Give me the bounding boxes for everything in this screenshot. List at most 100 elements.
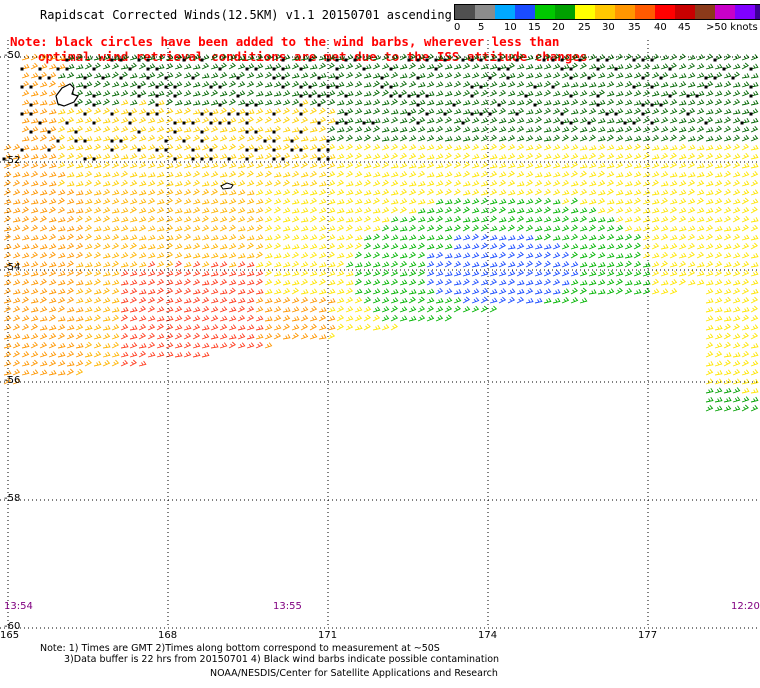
wind-barb [417,279,426,286]
wind-barb [111,324,120,331]
wind-barb [516,81,525,88]
wind-barb [273,332,282,340]
wind-barb [174,171,183,178]
wind-barb [237,242,246,250]
wind-barb [111,287,120,295]
wind-barb [120,262,129,268]
wind-barb [84,90,93,97]
wind-barb [138,90,147,97]
wind-barb [228,334,237,340]
wind-barb [192,270,201,277]
wind-barb [21,323,30,331]
wind-barb [606,162,615,169]
wind-barb [705,80,714,88]
wind-barb [534,108,543,115]
wind-barb [750,206,758,214]
wind-barb [381,198,390,205]
wind-barb [363,296,372,304]
wind-barb [588,145,597,151]
wind-barb [516,207,525,214]
wind-barb [201,333,210,340]
contamination-marker [506,67,510,71]
wind-barb [714,118,723,124]
wind-barb [372,208,381,214]
wind-barb [426,188,435,196]
wind-barb [606,188,614,196]
wind-speed-legend: 0 5 10 15 20 25 30 35 40 45 >50 knots [454,4,760,34]
wind-barb [435,90,444,97]
wind-barb [12,350,20,358]
wind-barb [84,98,93,106]
wind-barb [714,342,723,349]
wind-barb [516,125,525,133]
wind-barb [741,126,750,133]
wind-barb [210,234,219,241]
wind-barb [399,89,408,97]
wind-barb [408,116,416,124]
wind-barb [732,54,741,61]
wind-barb [363,134,371,142]
wind-barb [165,54,174,61]
wind-barb [399,143,408,151]
wind-barb [201,144,210,151]
wind-barb [174,216,183,223]
legend-swatch [535,5,555,19]
wind-barb [210,198,219,205]
wind-barb [516,242,525,250]
wind-barb [318,324,327,331]
wind-barb [30,72,39,79]
wind-barb [462,278,470,286]
wind-barb [534,82,543,88]
wind-barb [615,261,624,268]
wind-barb [21,279,30,286]
wind-barb [93,126,102,133]
wind-barb [498,206,506,214]
wind-barb [390,109,399,115]
wind-barb [66,306,75,313]
wind-barb [48,162,57,169]
wind-barb [687,117,696,124]
wind-barb [525,216,534,223]
wind-barb [210,216,219,223]
wind-barb [408,153,417,160]
contamination-marker [551,58,555,62]
wind-barb [57,270,66,277]
wind-barb [273,297,282,304]
wind-barb [588,243,597,250]
wind-barb [579,54,588,61]
wind-barb [354,234,363,241]
wind-barb [93,153,102,160]
wind-barb [165,126,174,133]
wind-barb [651,261,660,268]
wind-barb [534,288,543,295]
wind-barb [489,71,497,79]
wind-barb [408,53,417,61]
wind-barb [138,296,147,304]
wind-barb [696,261,705,268]
wind-barb [714,98,723,106]
wind-barb [696,163,705,169]
wind-barb [219,243,228,250]
wind-barb [210,143,218,151]
wind-barb [120,306,129,313]
wind-barb [228,261,237,268]
wind-barb [462,99,471,106]
wind-barb [300,234,309,241]
wind-barb [651,252,660,259]
wind-barb [165,162,174,169]
wind-barb [516,296,525,304]
wind-barb [642,162,651,169]
wind-barb [156,333,165,340]
wind-barb [237,117,246,124]
wind-barb [687,251,695,259]
wind-barb [3,251,12,259]
wind-barb [678,63,687,70]
wind-barb [228,215,237,223]
wind-barb [93,314,101,322]
wind-barb [723,252,732,259]
wind-barb [174,161,183,169]
wind-barb [741,297,750,304]
wind-barb [309,297,318,304]
wind-barb [579,243,588,250]
wind-barb [642,208,651,214]
